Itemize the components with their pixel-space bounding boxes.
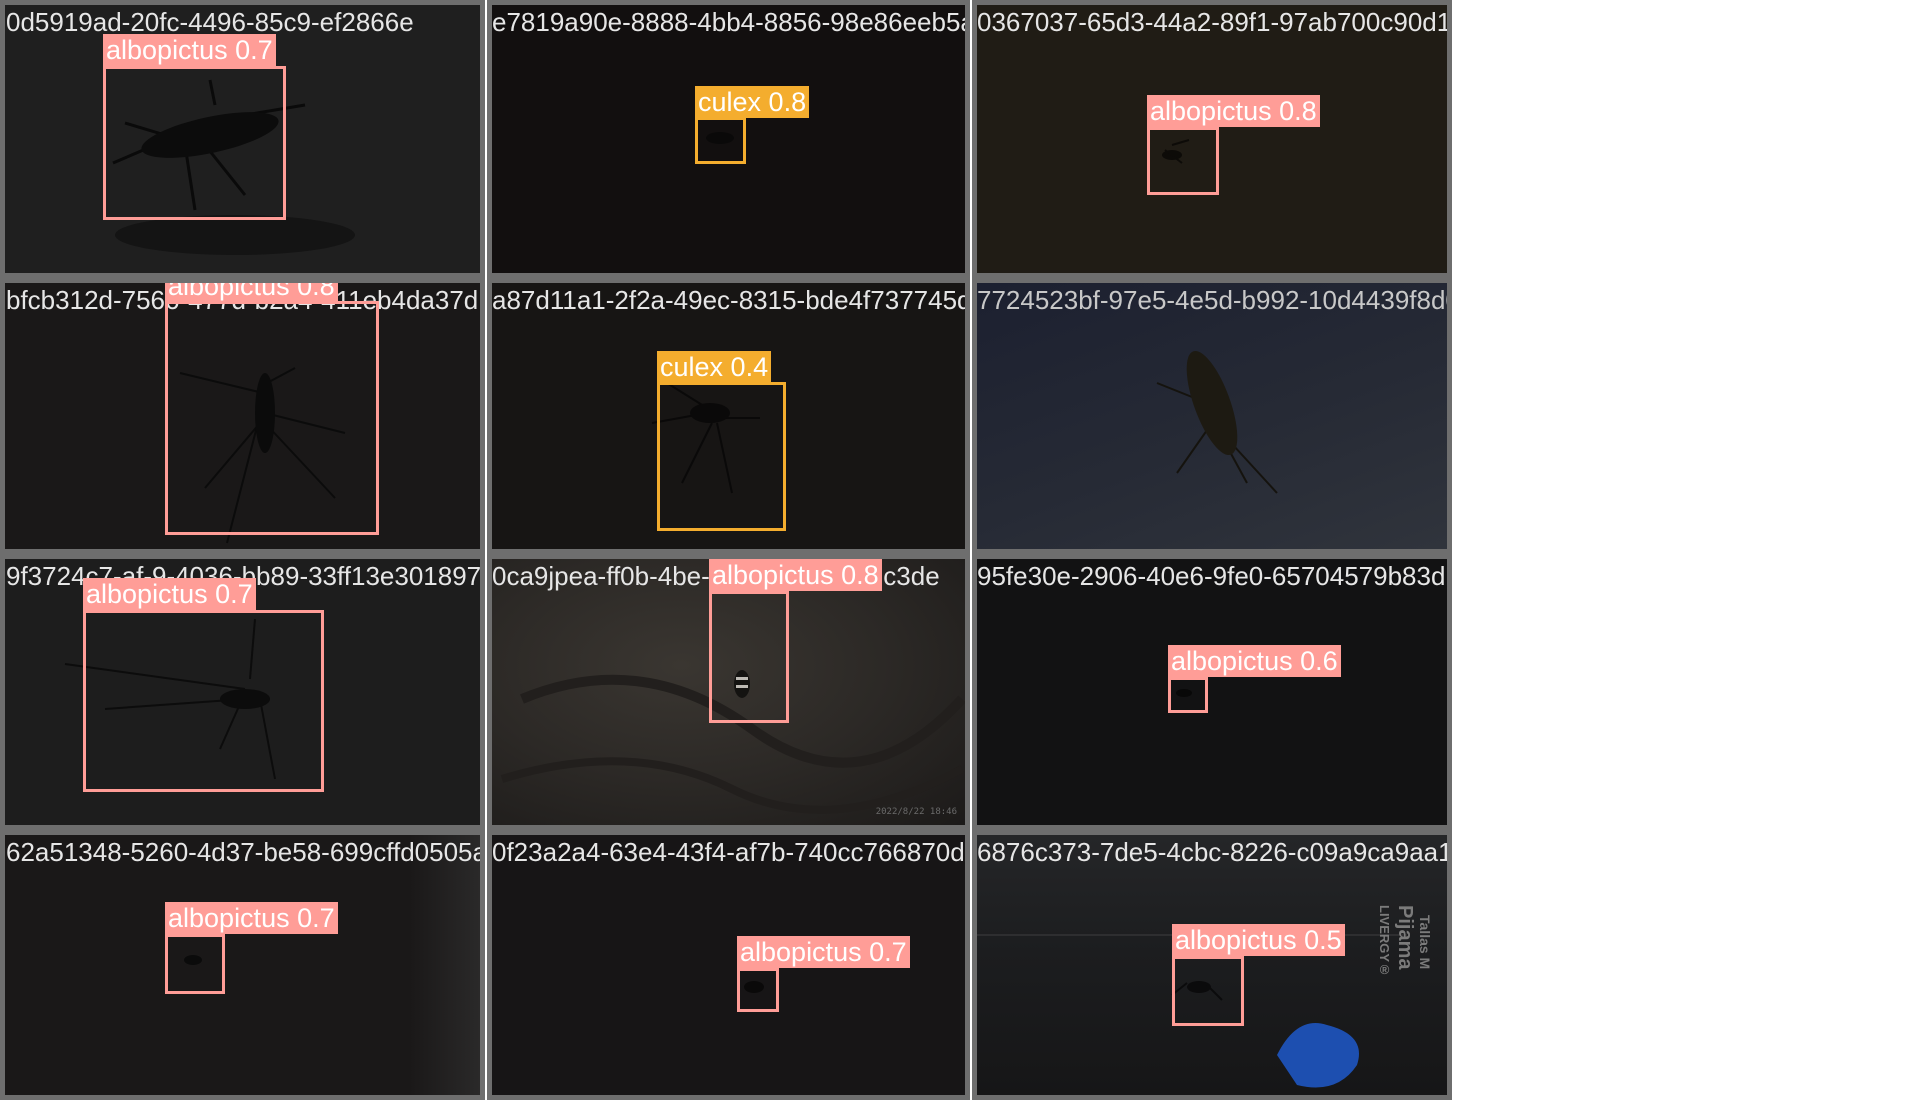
class-name: albopictus [106,35,228,65]
class-name: albopictus [168,278,290,301]
mosquito-photo [1156,350,1278,494]
confidence: 0.6 [1300,646,1338,676]
detection-label: albopictus 0.6 [1168,645,1341,677]
class-name: albopictus [712,560,834,590]
bounding-box [1168,677,1208,713]
class-name: albopictus [168,903,290,933]
class-name: albopictus [1150,96,1272,126]
image-tile: e7819a90e-8888-4bb4-8856-98e86eeb5a5ae.j… [487,0,970,278]
image-filename: 6876c373-7de5-4cbc-8226-c09a9ca9aa1f.jpe [977,837,1452,867]
confidence: 0.7 [869,937,907,967]
confidence: 0.8 [1279,96,1317,126]
image-filename: 0d5919ad-20fc-4496-85c9-ef2866e [6,7,414,37]
confidence: 0.7 [215,579,253,609]
confidence: 0.5 [1304,925,1342,955]
class-name: culex [698,87,762,117]
class-name: albopictus [86,579,208,609]
image-filename: e7819a90e-8888-4bb4-8856-98e86eeb5a5ae.j… [492,7,965,37]
detection-label: albopictus 0.8 [709,559,882,591]
image-tile: 0ca9jpea-ff0b-4be-43be-ab9c99fdc3de albo… [487,554,970,830]
packaging-text: Pijama [1394,905,1416,970]
mosquito-photo [651,382,760,494]
bounding-box [165,301,379,535]
image-filename: 62a51348-5260-4d37-be58-699cffd0505a.jpe [6,837,485,867]
bounding-box [695,117,746,164]
bounding-box [165,934,225,994]
image-tile: a87d11a1-2f2a-49ec-8315-bde4f737745db.jp… [487,278,970,554]
image-tile: 6876c373-7de5-4cbc-8226-c09a9ca9aa1f.jpe… [972,830,1452,1100]
image-filename: 0367037-65d3-44a2-89f1-97ab700c90d1.jpe [977,7,1452,37]
bounding-box [657,382,786,531]
image-filename: 0f23a2a4-63e4-43f4-af7b-740cc766870d.jpe [492,837,970,867]
detection-label: albopictus 0.7 [103,34,276,66]
detection-label: culex 0.4 [657,351,772,383]
image-tile: bfcb312d-7566-477d-b2a4-411eb4da37d1.jpe… [0,278,485,554]
bounding-box [709,591,789,723]
detection-mosaic: 0d5919ad-20fc-4496-85c9-ef2866e albopict… [0,0,1452,1100]
photo-timestamp: 2022/8/22 18:46 [875,807,957,817]
image-tile: 7724523bf-97e5-4e5d-b992-10d4439f8d03.jp… [972,278,1452,554]
class-name: culex [660,352,724,382]
bounding-box [1172,956,1244,1026]
confidence: 0.8 [768,87,807,117]
mosquito-photo [706,132,734,144]
detection-label: albopictus 0.8 [1147,95,1320,127]
image-filename: 7724523bf-97e5-4e5d-b992-10d4439f8d03.jp… [977,285,1447,315]
mosquito-photo [1176,689,1192,697]
detection-label: albopictus 0.7 [165,902,338,934]
confidence: 0.8 [841,560,879,590]
class-name: albopictus [1171,646,1293,676]
class-name: albopictus [1175,925,1297,955]
confidence: 0.7 [297,903,335,933]
image-tile: 62a51348-5260-4d37-be58-699cffd0505a.jpe… [0,830,485,1100]
bounding-box [1147,127,1219,195]
mosquito-photo [184,955,202,965]
mosquito-photo [1162,139,1190,164]
detection-label: albopictus 0.7 [737,936,910,968]
image-tile: 0d5919ad-20fc-4496-85c9-ef2866e albopict… [0,0,485,278]
image-tile: 9f3724c7-af-9-4036-bb89-33ff13e30189786 … [0,554,485,830]
confidence: 0.8 [297,278,335,301]
bounding-box [83,610,324,792]
mosquito-photo [500,670,965,814]
image-filename: a87d11a1-2f2a-49ec-8315-bde4f737745db.jp… [492,285,965,315]
mosquito-photo [744,981,764,993]
detection-label: albopictus 0.8 [165,278,338,302]
packaging-text: LIVERGY® [1377,905,1392,978]
confidence: 0.7 [235,35,273,65]
mosquito-photo [64,618,276,780]
mosquito-photo [112,79,355,255]
class-name: albopictus [740,937,862,967]
bounding-box [103,66,286,220]
confidence: 0.4 [730,352,769,382]
image-tile: 0f23a2a4-63e4-43f4-af7b-740cc766870d.jpe… [487,830,970,1100]
image-tile: 95fe30e-2906-40e6-9fe0-65704579b83d.jpe … [972,554,1452,830]
mosquito-photo [179,367,346,544]
detection-label: albopictus 0.5 [1172,924,1345,956]
bounding-box [737,968,779,1012]
detection-label: culex 0.8 [695,86,810,118]
packaging-text: Tallas M [1417,915,1433,970]
detection-label: albopictus 0.7 [83,578,256,610]
image-filename: 95fe30e-2906-40e6-9fe0-65704579b83d.jpe [977,561,1452,591]
image-tile: 0367037-65d3-44a2-89f1-97ab700c90d1.jpe … [972,0,1452,278]
